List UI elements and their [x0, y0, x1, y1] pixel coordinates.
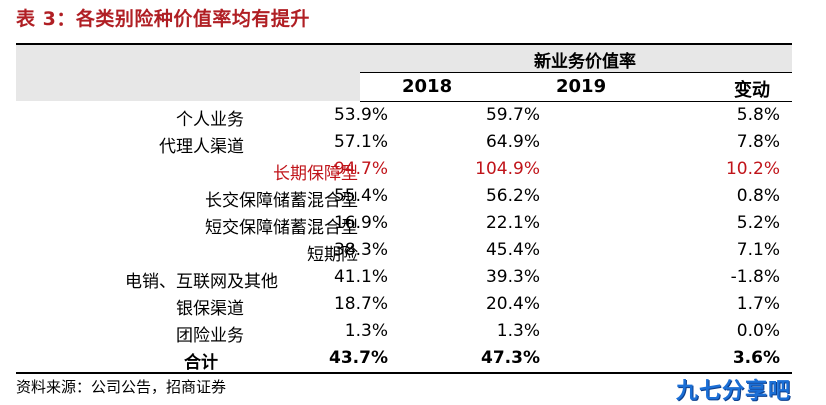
row-label: 团险业务: [176, 326, 244, 346]
cell-2019: 64.9%: [485, 132, 540, 152]
column-header-2018: 2018: [402, 76, 453, 97]
column-header-background: [360, 73, 792, 101]
cell-change: 3.6%: [732, 348, 780, 368]
table-row: 电销、互联网及其他 41.1% 39.3% -1.8%: [0, 265, 826, 292]
cell-change: 7.8%: [736, 132, 780, 152]
table-row: 短期险 38.3% 45.4% 7.1%: [0, 238, 826, 265]
cell-2018: 16.9%: [333, 213, 388, 233]
row-label: 短期险: [307, 245, 358, 265]
column-header-change: 变动: [734, 80, 770, 101]
cell-2019: 22.1%: [485, 213, 540, 233]
cell-2019: 45.4%: [485, 240, 540, 260]
cell-change: 7.1%: [736, 240, 780, 260]
cell-2019: 59.7%: [485, 105, 540, 125]
cell-change: 10.2%: [725, 159, 780, 179]
cell-2018: 38.3%: [333, 240, 388, 260]
source-note: 资料来源：公司公告，招商证券: [16, 378, 227, 396]
cell-change: 1.7%: [736, 294, 780, 314]
bottom-rule: [16, 372, 792, 374]
table-row-total: 合计 43.7% 47.3% 3.6%: [0, 346, 826, 373]
cell-change: 5.8%: [736, 105, 780, 125]
table-row: 银保渠道 18.7% 20.4% 1.7%: [0, 292, 826, 319]
cell-2018: 43.7%: [329, 348, 388, 368]
watermark-logo: 九七分享吧: [676, 379, 792, 404]
table-row: 短交保障储蓄混合型 16.9% 22.1% 5.2%: [0, 211, 826, 238]
row-label: 银保渠道: [176, 299, 244, 319]
cell-2018: 55.4%: [333, 186, 388, 206]
group-underline: [360, 72, 792, 73]
row-label: 个人业务: [176, 110, 244, 130]
cell-change: 0.0%: [736, 321, 780, 341]
cell-2019: 1.3%: [496, 321, 540, 341]
table-row: 个人业务 53.9% 59.7% 5.8%: [0, 103, 826, 130]
cell-change: 0.8%: [736, 186, 780, 206]
table-row: 长期保障型 94.7% 104.9% 10.2%: [0, 157, 826, 184]
header-bottom-rule: [360, 101, 792, 102]
row-label: 短交保障储蓄混合型: [205, 218, 358, 238]
cell-2018: 41.1%: [333, 267, 388, 287]
row-label: 合计: [184, 353, 218, 373]
cell-2019: 39.3%: [485, 267, 540, 287]
row-label: 长期保障型: [273, 164, 358, 184]
row-label: 代理人渠道: [159, 137, 244, 157]
row-label: 长交保障储蓄混合型: [205, 191, 358, 211]
cell-2019: 47.3%: [481, 348, 540, 368]
cell-change: 5.2%: [736, 213, 780, 233]
cell-2018: 18.7%: [333, 294, 388, 314]
cell-2019: 104.9%: [475, 159, 540, 179]
table-title: 表 3：各类别险种价值率均有提升: [16, 8, 310, 30]
cell-2018: 1.3%: [344, 321, 388, 341]
cell-2018: 57.1%: [333, 132, 388, 152]
cell-2019: 20.4%: [485, 294, 540, 314]
column-header-2019: 2019: [556, 76, 607, 97]
table-row: 长交保障储蓄混合型 55.4% 56.2% 0.8%: [0, 184, 826, 211]
row-label: 电销、互联网及其他: [125, 272, 278, 292]
cell-2019: 56.2%: [485, 186, 540, 206]
top-rule: [16, 43, 792, 45]
cell-change: -1.8%: [730, 267, 780, 287]
table-row: 代理人渠道 57.1% 64.9% 7.8%: [0, 130, 826, 157]
group-header: 新业务价值率: [534, 52, 636, 72]
table-row: 团险业务 1.3% 1.3% 0.0%: [0, 319, 826, 346]
cell-2018: 94.7%: [333, 159, 388, 179]
cell-2018: 53.9%: [333, 105, 388, 125]
